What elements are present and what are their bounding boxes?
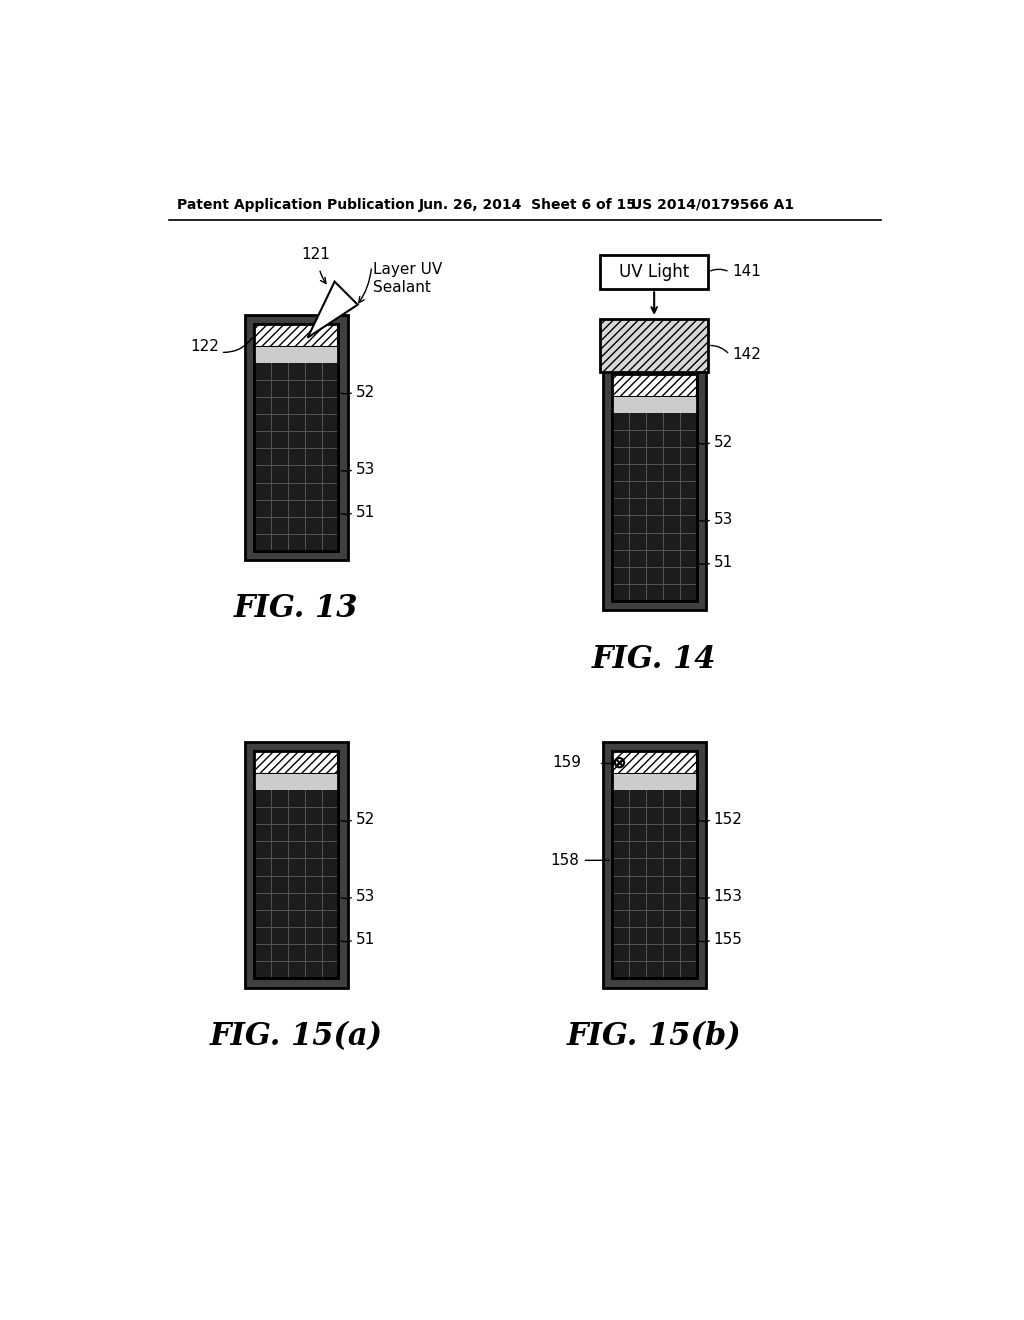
Bar xyxy=(602,742,706,987)
Bar xyxy=(254,774,339,789)
Bar xyxy=(611,374,696,601)
Text: 53: 53 xyxy=(714,512,733,527)
Text: 122: 122 xyxy=(190,339,219,354)
Text: 142: 142 xyxy=(732,347,761,362)
Text: 121: 121 xyxy=(301,247,330,263)
Bar xyxy=(254,323,339,347)
Bar xyxy=(611,413,696,601)
Text: 153: 153 xyxy=(714,890,742,904)
Text: 52: 52 xyxy=(714,434,733,450)
Text: FIG. 15(b): FIG. 15(b) xyxy=(567,1020,741,1052)
Bar xyxy=(245,742,348,987)
Bar xyxy=(611,789,696,978)
Bar xyxy=(611,374,696,601)
Bar xyxy=(254,363,339,552)
Bar xyxy=(254,751,339,774)
Text: 51: 51 xyxy=(714,554,733,570)
Bar xyxy=(600,318,708,372)
Bar xyxy=(611,751,696,978)
Bar xyxy=(600,255,708,289)
Text: 52: 52 xyxy=(355,384,375,400)
Text: 53: 53 xyxy=(355,890,375,904)
Bar xyxy=(254,323,339,552)
Bar xyxy=(611,774,696,789)
Text: FIG. 13: FIG. 13 xyxy=(233,594,358,624)
Text: Patent Application Publication: Patent Application Publication xyxy=(177,198,415,211)
Text: FIG. 14: FIG. 14 xyxy=(592,644,717,675)
Text: US 2014/0179566 A1: US 2014/0179566 A1 xyxy=(631,198,795,211)
Text: 152: 152 xyxy=(714,812,742,826)
Text: FIG. 15(a): FIG. 15(a) xyxy=(210,1020,383,1052)
Text: Jun. 26, 2014  Sheet 6 of 15: Jun. 26, 2014 Sheet 6 of 15 xyxy=(419,198,637,211)
Text: 51: 51 xyxy=(355,506,375,520)
Bar xyxy=(611,374,696,397)
Bar xyxy=(254,751,339,978)
Text: 53: 53 xyxy=(355,462,375,477)
Bar xyxy=(602,364,706,610)
Bar xyxy=(254,323,339,552)
Text: 52: 52 xyxy=(355,812,375,826)
Text: Layer UV
Sealant: Layer UV Sealant xyxy=(373,263,442,294)
Text: 155: 155 xyxy=(714,932,742,948)
Polygon shape xyxy=(307,281,357,338)
Text: UV Light: UV Light xyxy=(620,263,689,281)
Bar xyxy=(254,751,339,978)
Bar xyxy=(254,789,339,978)
Bar xyxy=(245,314,348,560)
Bar xyxy=(254,347,339,363)
Bar xyxy=(611,751,696,774)
Bar xyxy=(611,751,696,978)
Text: 159: 159 xyxy=(552,755,581,770)
Text: 158: 158 xyxy=(551,853,580,867)
Bar xyxy=(611,397,696,413)
Text: 141: 141 xyxy=(732,264,761,280)
Text: 51: 51 xyxy=(355,932,375,948)
